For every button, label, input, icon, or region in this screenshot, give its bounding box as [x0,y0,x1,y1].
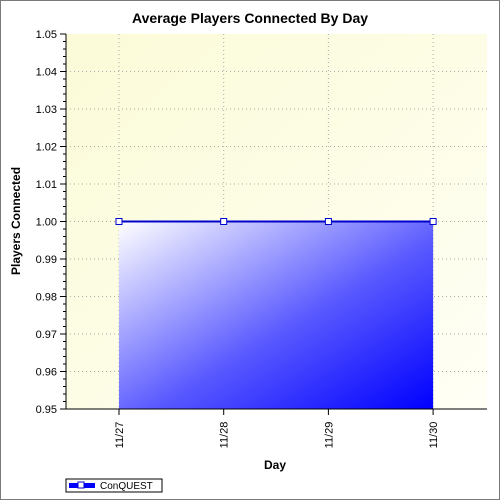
legend-marker [77,481,85,489]
y-tick-label: 0.98 [36,292,57,304]
y-tick-label: 0.97 [36,329,57,341]
axes [60,33,487,415]
area-fill [119,221,434,409]
x-tick-label: 11/27 [114,422,126,449]
data-point [115,218,123,225]
y-tick-label: 1.00 [36,217,57,229]
x-tick-label: 11/28 [219,422,231,449]
y-tick-label: 1.04 [36,67,57,79]
area-series [115,218,437,409]
y-tick-label: 0.99 [36,254,57,266]
x-tick-labels: 11/27 11/28 11/29 11/30 [114,422,440,449]
x-axis-title: Day [264,458,286,472]
y-tick-label: 1.01 [36,179,57,191]
chart-title: Average Players Connected By Day [132,10,368,26]
y-tick-label: 0.96 [36,367,57,379]
data-point [324,218,332,225]
y-tick-labels: 0.95 0.96 0.97 0.98 0.99 1.00 1.01 1.02 1.03 1.04… [36,29,57,416]
x-tick-label: 11/29 [323,422,335,449]
legend-box [65,478,163,493]
y-axis-title: Players Connected [9,167,23,275]
legend-label: ConQUEST [100,481,153,492]
y-tick-label: 1.05 [36,29,57,41]
data-point [429,218,437,225]
legend: ConQUEST [65,478,163,493]
y-tick-label: 1.02 [36,142,57,154]
y-tick-label: 1.03 [36,104,57,116]
data-point [220,218,228,225]
x-tick-label: 11/30 [428,422,440,449]
y-tick-label: 0.95 [36,404,57,416]
